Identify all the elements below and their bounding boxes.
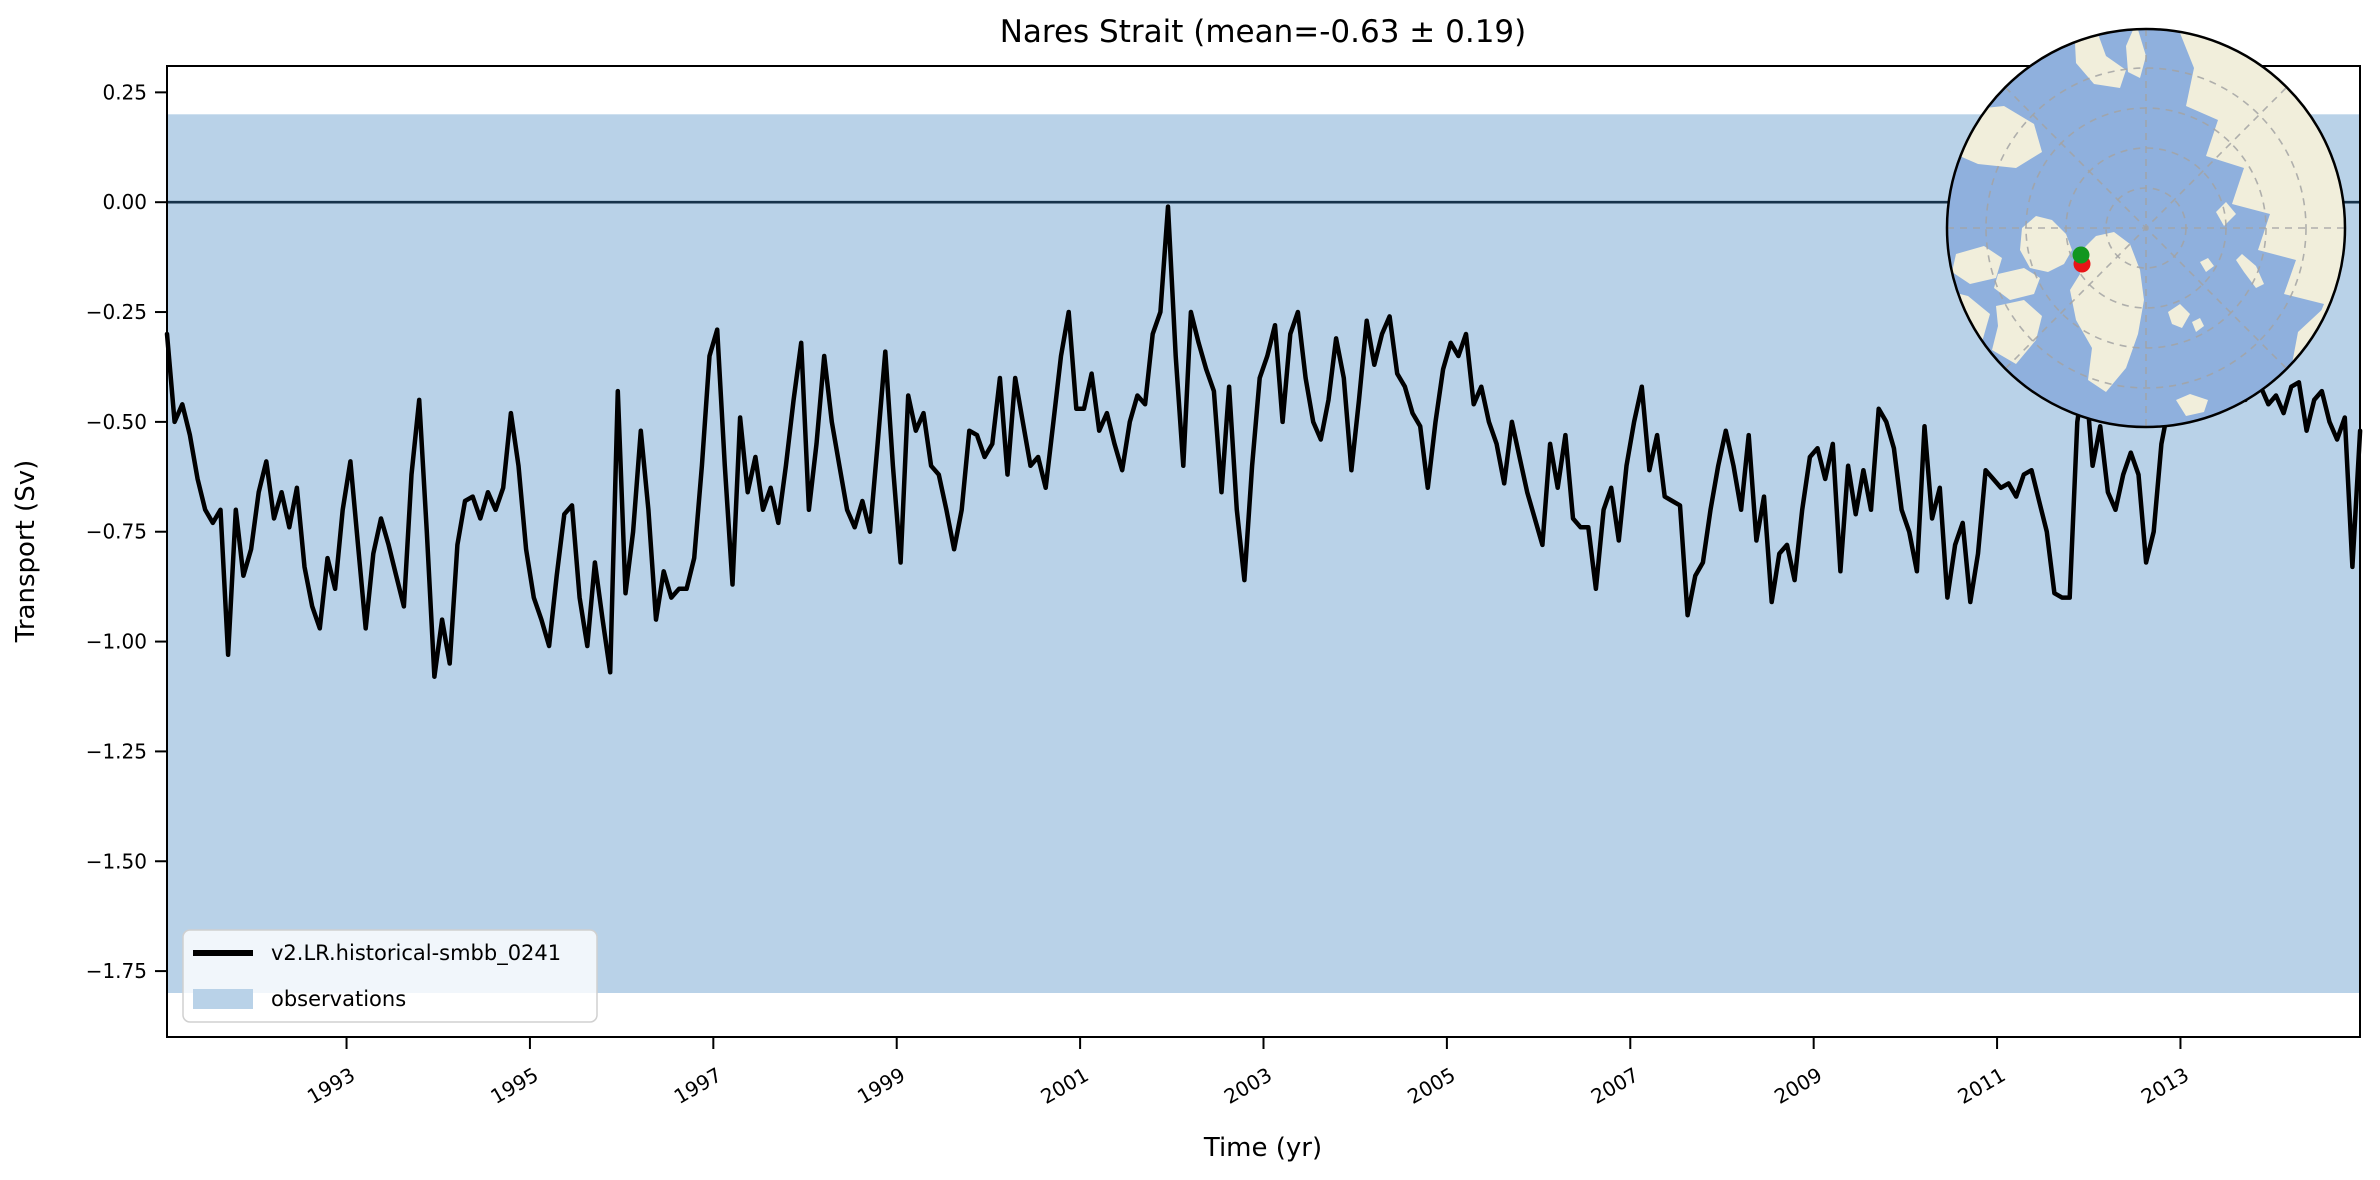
y-tick-label: −1.00 xyxy=(86,630,147,654)
y-tick-label: −0.75 xyxy=(86,520,147,544)
land-franz-josef xyxy=(2200,258,2214,272)
x-tick-label: 2001 xyxy=(1037,1063,1093,1109)
x-tick-label: 1993 xyxy=(303,1063,359,1109)
land-victoria xyxy=(1952,246,2002,284)
y-tick-label: 0.25 xyxy=(102,80,147,104)
y-tick-label: −0.25 xyxy=(86,300,147,324)
y-tick-label: 0.00 xyxy=(102,190,147,214)
x-axis-ticks: 1993 1995 1997 1999 2001 2003 2005 2007 2009 2011… xyxy=(303,1037,2193,1109)
x-tick-label: 2011 xyxy=(1953,1063,2009,1109)
y-axis-ticks: 0.25 0.00 −0.25 −0.50 −0.75 −1.00 −1.25 −1.50 −1… xyxy=(86,80,167,983)
land-greenland xyxy=(2070,232,2144,392)
land-svalbard-2 xyxy=(2192,318,2204,332)
land-baffin xyxy=(1992,300,2042,364)
land-ellesmere xyxy=(2020,216,2072,272)
legend-label-model: v2.LR.historical-smbb_0241 xyxy=(271,941,561,966)
y-tick-label: −0.50 xyxy=(86,410,147,434)
y-axis-label: Transport (Sv) xyxy=(11,460,41,643)
land-svalbard xyxy=(2168,304,2190,328)
land-severnaya-zemlya xyxy=(2216,202,2236,226)
x-tick-label: 1997 xyxy=(670,1063,726,1109)
x-tick-label: 2003 xyxy=(1220,1063,1276,1109)
y-tick-label: −1.75 xyxy=(86,959,147,983)
legend-box xyxy=(182,929,598,1023)
model-transport-line xyxy=(164,204,2363,679)
x-tick-label: 2013 xyxy=(2137,1063,2193,1109)
x-axis-label: Time (yr) xyxy=(1203,1133,1322,1163)
x-tick-label: 1995 xyxy=(486,1063,542,1109)
map-graticule xyxy=(1948,30,2344,426)
x-tick-label: 2005 xyxy=(1403,1063,1459,1109)
x-tick-label: 1999 xyxy=(853,1063,909,1109)
strait-marker-green xyxy=(2072,246,2090,264)
land-iceland xyxy=(2176,394,2208,416)
legend: v2.LR.historical-smbb_0241 observations xyxy=(182,929,598,1023)
y-tick-label: −1.50 xyxy=(86,849,147,873)
land-novaya-zemlya xyxy=(2236,254,2264,288)
land-alaska-tip xyxy=(2126,30,2146,78)
map-border xyxy=(1945,27,2347,429)
x-tick-label: 2009 xyxy=(1770,1063,1826,1109)
legend-label-observations: observations xyxy=(271,987,406,1011)
legend-patch-swatch xyxy=(193,989,253,1009)
chart-title: Nares Strait (mean=-0.63 ± 0.19) xyxy=(1000,14,1527,50)
land-devon xyxy=(1994,268,2040,300)
x-tick-label: 2007 xyxy=(1587,1063,1643,1109)
y-tick-label: −1.25 xyxy=(86,739,147,763)
